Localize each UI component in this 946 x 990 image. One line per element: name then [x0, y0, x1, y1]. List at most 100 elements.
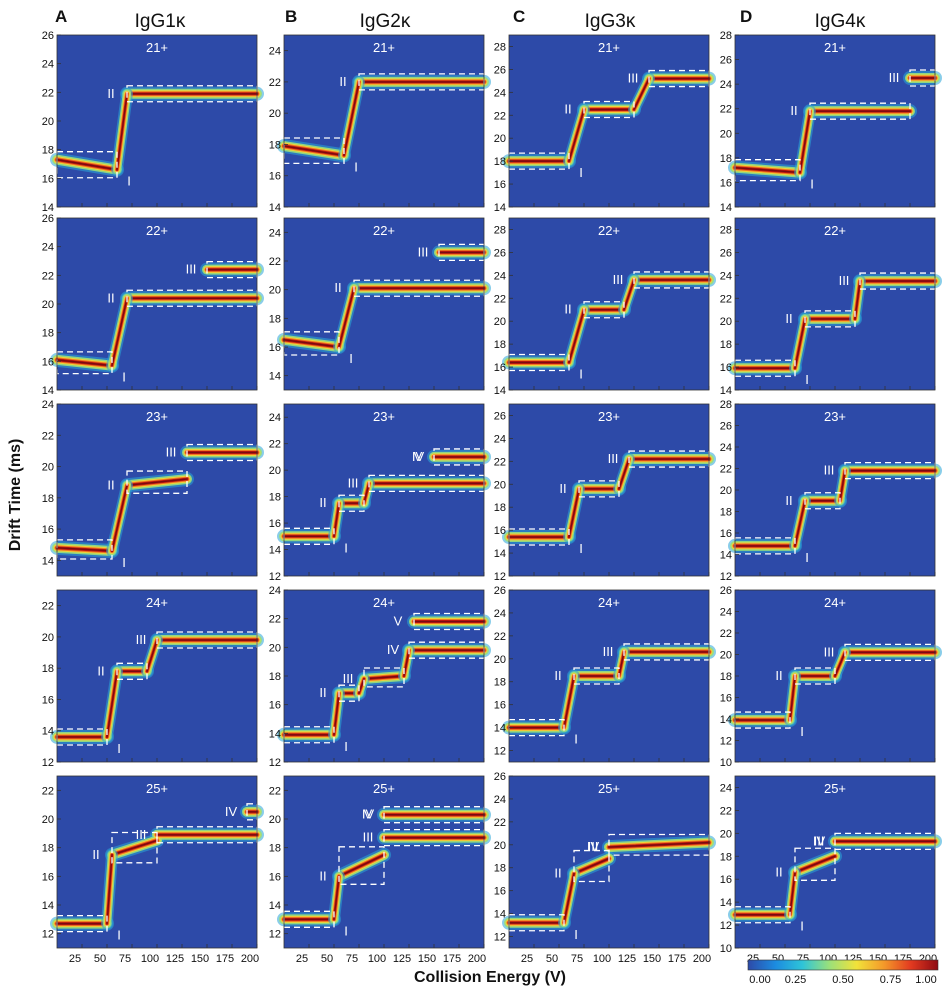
feature-box [156, 631, 258, 649]
y-tick-label: 16 [269, 342, 281, 354]
heatmap-transition [618, 651, 625, 677]
heatmap-transition [116, 93, 128, 171]
feature-label: I [800, 919, 804, 934]
x-tick-label: 175 [668, 953, 686, 965]
y-tick-label: 26 [42, 213, 54, 225]
y-tick-label: 20 [269, 465, 281, 477]
heatmap-transition [403, 649, 410, 677]
y-tick-label: 22 [269, 785, 281, 797]
feature-box [116, 662, 148, 680]
y-tick-label: 26 [494, 771, 506, 783]
feature-label: I [574, 927, 578, 942]
plot-background [735, 35, 935, 207]
y-tick-label: 22 [720, 104, 732, 116]
feature-label: I [810, 177, 814, 192]
y-tick-label: 26 [720, 585, 732, 597]
y-tick-label: 12 [269, 757, 281, 769]
x-axis-label: Collision Energy (V) [414, 969, 566, 986]
y-tick-label: 24 [494, 433, 506, 445]
y-tick-label: 18 [269, 139, 281, 151]
feature-label: III [824, 463, 835, 478]
charge-state-label: 24+ [598, 595, 620, 610]
feature-label: IV [587, 839, 600, 854]
y-tick-label: 14 [269, 728, 281, 740]
y-tick-label: 24 [269, 412, 281, 424]
y-tick-label: 20 [720, 828, 732, 840]
y-tick-label: 14 [720, 897, 732, 909]
heatmap-ridge [283, 145, 345, 157]
colorbar-tick-label: 0.75 [880, 974, 901, 986]
y-tick-label: 14 [42, 555, 54, 567]
colorbar-tick-label: 0.00 [749, 974, 770, 986]
x-tick-label: 200 [693, 953, 711, 965]
y-tick-label: 24 [720, 442, 732, 454]
y-tick-label: 24 [42, 59, 54, 71]
feature-label: I [579, 165, 583, 180]
plot-background [284, 35, 484, 207]
feature-box [804, 492, 841, 510]
y-tick-label: 18 [720, 153, 732, 165]
heatmap-transition [623, 279, 635, 311]
feature-box [573, 667, 620, 685]
feature-label: I [127, 174, 131, 189]
charge-state-label: 23+ [598, 409, 620, 424]
heatmap-transition [839, 470, 846, 502]
x-tick-label: 75 [119, 953, 131, 965]
y-tick-label: 12 [494, 932, 506, 944]
feature-label: II [554, 865, 561, 880]
y-tick-label: 18 [269, 843, 281, 855]
y-tick-label: 12 [269, 929, 281, 941]
feature-label: II [785, 311, 792, 326]
charge-state-label: 22+ [598, 223, 620, 238]
y-tick-label: 24 [720, 79, 732, 91]
y-tick-label: 28 [494, 41, 506, 53]
y-tick-label: 20 [720, 316, 732, 328]
feature-label: III [628, 71, 639, 86]
charge-state-label: 22+ [146, 223, 168, 238]
y-tick-label: 12 [494, 571, 506, 583]
feature-label: III [839, 273, 850, 288]
feature-label: I [579, 541, 583, 556]
feature-box [834, 832, 936, 851]
y-tick-label: 26 [494, 410, 506, 422]
feature-label: II [334, 280, 341, 295]
feature-label: III [186, 262, 197, 277]
y-tick-label: 18 [42, 843, 54, 855]
feature-label: II [97, 663, 104, 678]
y-tick-label: 14 [494, 909, 506, 921]
y-tick-label: 16 [269, 700, 281, 712]
y-tick-label: 18 [42, 145, 54, 157]
y-tick-label: 18 [494, 339, 506, 351]
y-tick-label: 26 [720, 247, 732, 259]
feature-label: IV [813, 833, 826, 848]
y-tick-label: 16 [269, 871, 281, 883]
feature-label: IV [412, 449, 425, 464]
feature-label: III [603, 644, 614, 659]
y-tick-label: 14 [42, 385, 54, 397]
y-tick-label: 22 [269, 256, 281, 268]
charge-state-label: 21+ [824, 40, 846, 55]
heatmap-ridge [126, 478, 188, 487]
feature-box [363, 667, 405, 688]
feature-label: I [344, 923, 348, 938]
y-tick-label: 24 [720, 607, 732, 619]
y-tick-label: 14 [494, 548, 506, 560]
feature-label: II [554, 668, 561, 683]
y-tick-label: 16 [720, 693, 732, 705]
y-tick-label: 22 [42, 87, 54, 99]
y-tick-label: 12 [720, 736, 732, 748]
feature-box [844, 643, 936, 661]
y-tick-label: 18 [494, 156, 506, 168]
feature-box [794, 667, 836, 685]
feature-label: III [166, 444, 177, 459]
feature-box [206, 260, 258, 279]
y-tick-label: 16 [269, 171, 281, 183]
y-tick-label: 22 [720, 628, 732, 640]
y-tick-label: 22 [720, 805, 732, 817]
x-tick-label: 125 [393, 953, 411, 965]
heatmap-transition [333, 875, 340, 920]
heatmap-transition [794, 318, 806, 369]
y-tick-label: 12 [42, 929, 54, 941]
